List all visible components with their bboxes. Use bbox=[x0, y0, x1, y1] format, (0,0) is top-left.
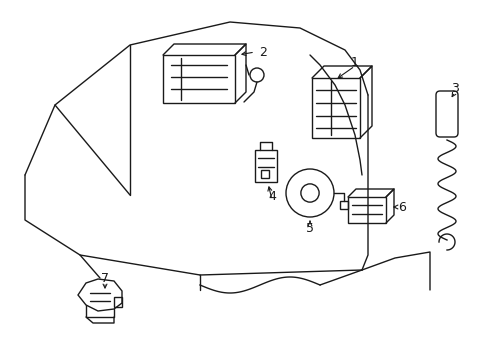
Text: 4: 4 bbox=[267, 189, 275, 202]
Text: 7: 7 bbox=[101, 271, 109, 284]
Text: 1: 1 bbox=[350, 55, 358, 68]
Text: 2: 2 bbox=[259, 45, 266, 59]
Text: 3: 3 bbox=[450, 81, 458, 95]
Text: 6: 6 bbox=[397, 201, 405, 213]
Text: 5: 5 bbox=[305, 221, 313, 234]
